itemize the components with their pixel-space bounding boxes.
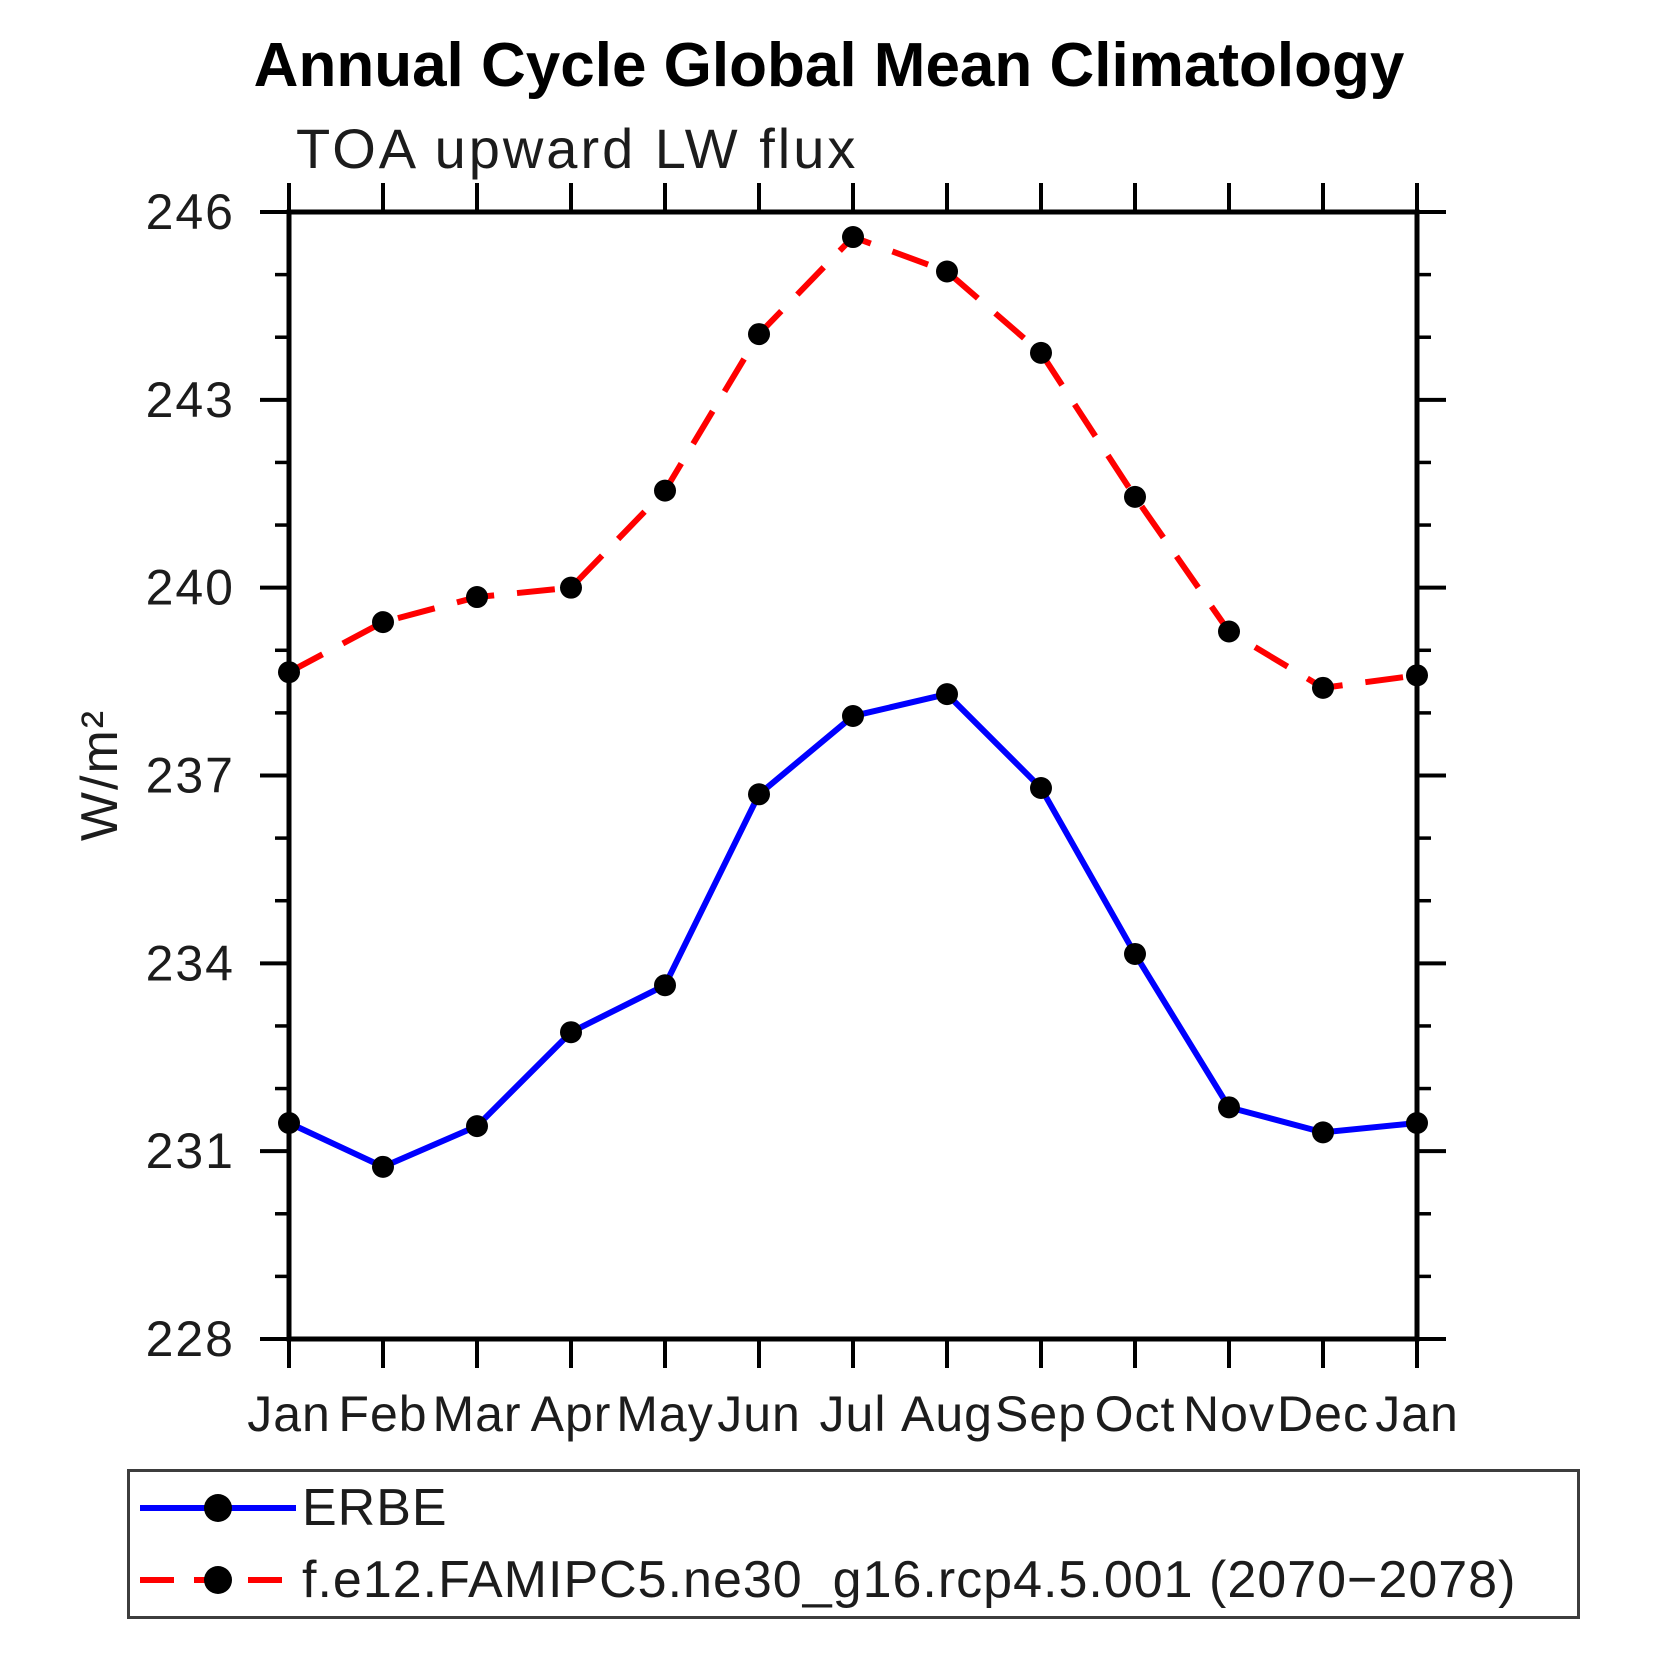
x-tick-label: Jun: [717, 1386, 801, 1442]
data-point-marker: [842, 705, 864, 728]
x-tick-label: Nov: [1183, 1386, 1275, 1442]
data-point-marker: [936, 683, 958, 706]
data-point-marker: [842, 226, 864, 249]
x-tick-label: Jan: [247, 1386, 331, 1442]
y-tick-label: 240: [146, 560, 235, 616]
legend-item-model: f.e12.FAMIPC5.ne30_g16.rcp4.5.001 (2070−…: [130, 1544, 1577, 1616]
data-point-marker: [278, 1111, 300, 1134]
data-point-marker: [1124, 942, 1146, 965]
legend-label-model: f.e12.FAMIPC5.ne30_g16.rcp4.5.001 (2070−…: [302, 1551, 1517, 1609]
y-tick-label: 237: [146, 748, 235, 804]
data-point-marker: [1218, 1096, 1240, 1119]
data-point-marker: [466, 586, 488, 609]
legend-line-sample-dashed: [140, 1566, 296, 1594]
x-tick-label: Feb: [338, 1386, 427, 1442]
x-tick-label: May: [616, 1386, 713, 1442]
legend-marker-dot-icon: [204, 1494, 232, 1522]
data-point-marker: [654, 974, 676, 997]
data-point-marker: [372, 1155, 394, 1178]
data-point-marker: [560, 576, 582, 599]
data-point-marker: [1030, 341, 1052, 364]
y-tick-label: 246: [146, 184, 235, 240]
data-point-marker: [560, 1021, 582, 1044]
data-point-marker: [466, 1115, 488, 1138]
x-tick-label: Dec: [1277, 1386, 1369, 1442]
data-point-marker: [936, 260, 958, 283]
x-tick-label: Oct: [1095, 1386, 1176, 1442]
x-tick-label: Mar: [432, 1386, 521, 1442]
data-point-marker: [1312, 676, 1334, 699]
chart-title: Annual Cycle Global Mean Climatology: [253, 31, 1405, 100]
data-point-marker: [372, 611, 394, 634]
data-point-marker: [1124, 485, 1146, 508]
y-tick-label: 234: [146, 935, 235, 991]
data-point-marker: [1030, 777, 1052, 800]
legend-label-erbe: ERBE: [302, 1479, 448, 1537]
legend-marker-dot-icon: [204, 1566, 232, 1594]
data-point-marker: [748, 783, 770, 806]
data-point-marker: [748, 323, 770, 346]
x-tick-label: Apr: [531, 1386, 612, 1442]
data-point-marker: [278, 661, 300, 684]
data-point-marker: [1406, 1111, 1428, 1134]
legend-line-sample-solid: [140, 1494, 296, 1522]
plot-border: [286, 209, 1420, 1342]
data-point-marker: [1406, 664, 1428, 687]
series-line-model: [287, 233, 1418, 691]
legend: ERBE f.e12.FAMIPC5.ne30_g16.rcp4.5.001 (…: [127, 1469, 1580, 1619]
x-tick-label: Jul: [820, 1386, 887, 1442]
chart-subtitle: TOA upward LW flux: [296, 117, 859, 180]
series-line-erbe: [287, 690, 1418, 1171]
legend-item-erbe: ERBE: [130, 1472, 1577, 1544]
y-tick-label: 228: [146, 1311, 235, 1367]
data-point-marker: [1312, 1121, 1334, 1144]
x-tick-label: Jan: [1375, 1386, 1459, 1442]
y-tick-label: 243: [146, 372, 235, 428]
y-tick-label: 231: [146, 1123, 235, 1179]
data-point-marker: [654, 479, 676, 502]
x-tick-label: Sep: [995, 1386, 1087, 1442]
data-point-marker: [1218, 620, 1240, 643]
x-tick-label: Aug: [901, 1386, 993, 1442]
